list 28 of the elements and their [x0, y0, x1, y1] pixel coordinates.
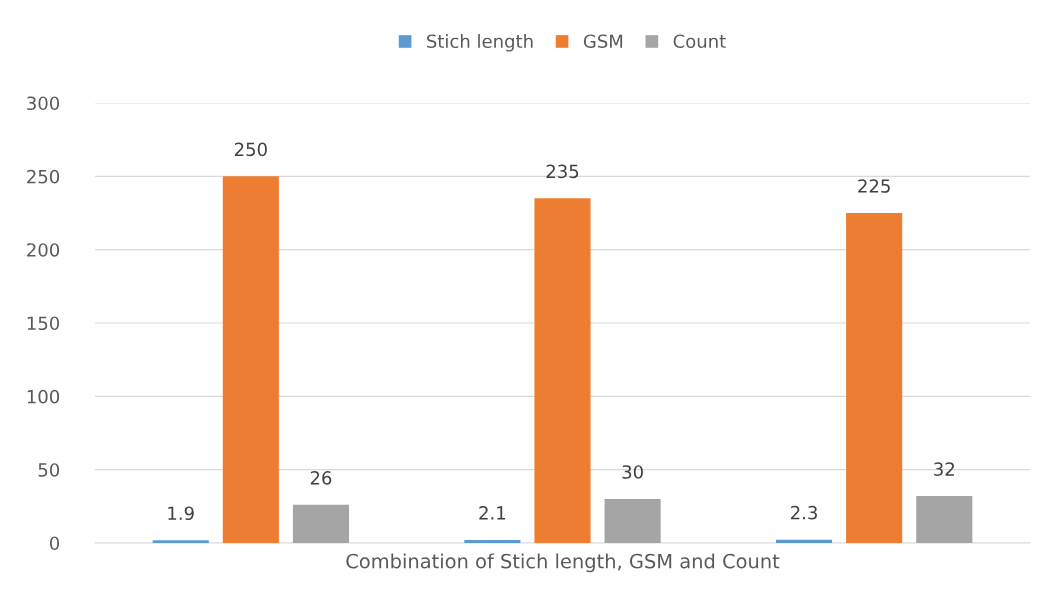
- data-label: 250: [234, 142, 267, 157]
- bar: [916, 496, 973, 543]
- data-label: 2.1: [479, 506, 506, 520]
- data-label: 2.3: [791, 505, 817, 520]
- data-label: 26: [310, 471, 332, 485]
- data-label: 235: [546, 164, 579, 179]
- bar: [222, 176, 279, 543]
- data-label: 225: [858, 179, 890, 193]
- y-tick-label: 100: [27, 389, 60, 404]
- data-label: 30: [622, 465, 643, 479]
- legend-label: Count: [673, 34, 726, 49]
- y-tick-label: 200: [27, 243, 60, 257]
- data-label: 32: [934, 462, 954, 476]
- y-tick-label: 50: [38, 463, 60, 477]
- data-label: 1.9: [168, 506, 194, 521]
- bar: [534, 198, 591, 543]
- bar: [152, 540, 209, 543]
- y-tick-label: 250: [27, 169, 60, 184]
- bar: [464, 539, 521, 543]
- y-tick-label: 0: [49, 536, 60, 551]
- legend-label: Stich length: [427, 34, 533, 52]
- bar: [846, 213, 903, 543]
- x-axis-title: Combination of Stich length, GSM and Count: [346, 553, 780, 573]
- bar: [604, 499, 661, 543]
- y-tick-label: 150: [27, 316, 60, 331]
- y-tick-label: 300: [27, 96, 60, 111]
- bar: [292, 504, 350, 543]
- legend-label: GSM: [583, 34, 623, 49]
